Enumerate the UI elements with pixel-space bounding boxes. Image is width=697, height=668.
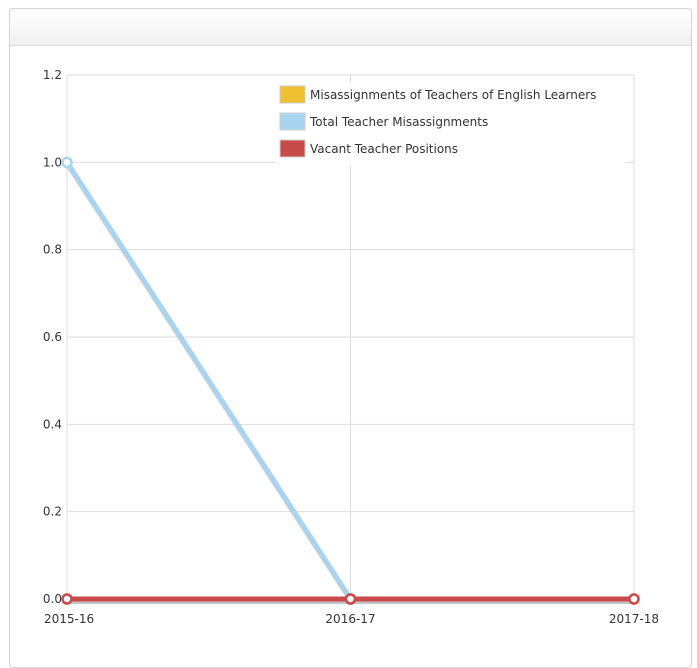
line-chart: 0.0 0.2 0.4 0.6 0.8 1.0 1.2 2015-16 2016-17 2017-… <box>43 68 659 626</box>
series-line <box>64 159 353 602</box>
y-tick-label: 0.6 <box>43 330 62 344</box>
y-tick-label: 1.2 <box>43 68 62 82</box>
legend-label: Vacant Teacher Positions <box>310 142 458 156</box>
y-tick-label: 1.0 <box>43 155 62 169</box>
y-tick-label: 0.8 <box>43 243 62 257</box>
x-tick-label: 2016-17 <box>325 612 375 626</box>
data-point <box>628 593 640 605</box>
y-tick-label: 0.0 <box>43 592 62 606</box>
legend-box <box>276 82 626 165</box>
data-point <box>61 593 73 605</box>
x-tick-label: 2017-18 <box>609 612 659 626</box>
legend-label: Misassignments of Teachers of English Le… <box>310 88 596 102</box>
panel-header <box>10 9 691 46</box>
data-point <box>61 156 73 169</box>
legend-swatch <box>279 139 306 158</box>
data-point <box>344 593 357 605</box>
legend-swatch <box>279 85 306 104</box>
y-tick-label: 0.4 <box>43 417 62 431</box>
legend-swatch <box>279 112 306 131</box>
legend-label: Total Teacher Misassignments <box>309 115 488 129</box>
y-tick-label: 0.2 <box>43 505 62 519</box>
x-tick-label: 2015-16 <box>44 612 94 626</box>
